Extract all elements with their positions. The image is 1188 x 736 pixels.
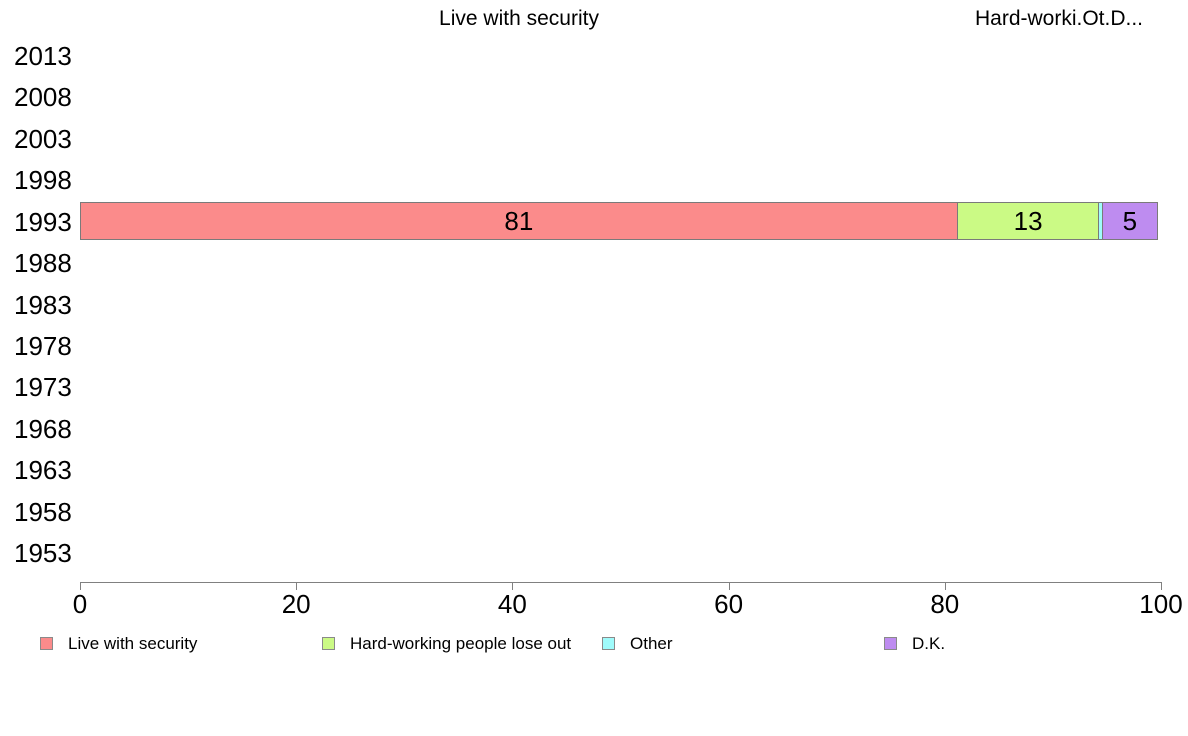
y-axis-label-2013: 2013 — [14, 41, 72, 71]
x-tick-label-0: 0 — [72, 589, 88, 619]
y-axis-label-1998: 1998 — [14, 165, 72, 196]
bar-segment-hard-working-people-lose-out: 13 — [956, 202, 1100, 240]
y-axis-label-1993: 1993 — [14, 206, 72, 237]
legend-swatch-icon — [884, 637, 897, 650]
legend-label: Hard-working people lose out — [350, 634, 572, 653]
x-tick-mark-0 — [80, 582, 81, 590]
y-axis-label-1968: 1968 — [14, 413, 72, 444]
y-axis-label-1958: 1958 — [14, 496, 72, 527]
x-tick-mark-100 — [1161, 582, 1162, 590]
legend-item-d-k: D.K. — [884, 635, 945, 652]
x-tick-mark-80 — [944, 582, 946, 590]
y-axis-label-1973: 1973 — [14, 372, 72, 403]
y-axis-label-1963: 1963 — [14, 455, 72, 486]
stacked-bar-1993: 81 13 5 — [80, 202, 1161, 240]
bar-segment-live-with-security: 81 — [80, 202, 958, 240]
bar-segment-d-k: 5 — [1101, 202, 1158, 240]
legend-swatch-icon — [322, 637, 335, 650]
x-tick-mark-40 — [512, 582, 514, 590]
column-header-truncated: Hard-worki.Ot.D... — [974, 7, 1144, 30]
x-tick-label-80: 80 — [930, 589, 960, 619]
legend-item-live-with-security: Live with security — [40, 635, 197, 652]
y-axis-label-2008: 2008 — [14, 82, 72, 113]
x-tick-mark-20 — [296, 582, 298, 590]
y-axis-label-1978: 1978 — [14, 330, 72, 361]
legend-swatch-icon — [40, 637, 53, 650]
y-axis-label-2003: 2003 — [14, 123, 72, 154]
y-axis-label-1983: 1983 — [14, 289, 72, 320]
legend-label: D.K. — [912, 634, 946, 653]
legend-label: Live with security — [68, 634, 198, 653]
x-tick-mark-60 — [728, 582, 730, 590]
x-tick-label-20: 20 — [281, 589, 311, 619]
x-axis-line — [80, 582, 1162, 583]
legend-item-hard-working-people-lose-out: Hard-working people lose out — [322, 635, 571, 652]
legend-item-other: Other — [602, 635, 673, 652]
column-header-live-with-security: Live with security — [439, 7, 599, 30]
legend-swatch-icon — [602, 637, 615, 650]
y-axis-label-1953: 1953 — [14, 538, 72, 569]
legend-label: Other — [630, 634, 673, 653]
x-tick-label-60: 60 — [714, 589, 744, 619]
y-axis-label-1988: 1988 — [14, 248, 72, 279]
x-tick-label-40: 40 — [497, 589, 527, 619]
x-tick-label-100: 100 — [1139, 589, 1183, 619]
